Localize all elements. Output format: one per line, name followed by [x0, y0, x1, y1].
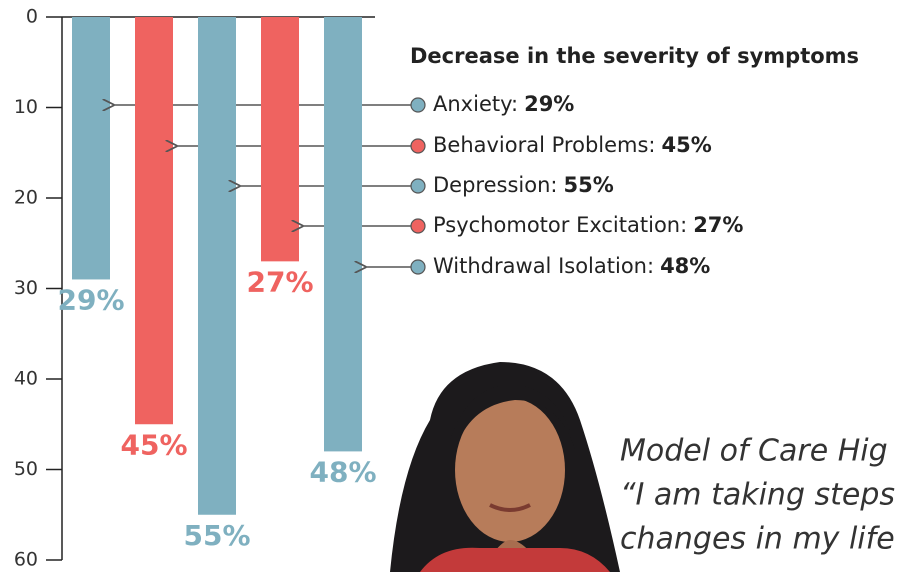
- legend-dot: [410, 97, 426, 113]
- quote-line: “I am taking steps: [620, 478, 895, 513]
- bar: [324, 17, 362, 452]
- legend-value: 45%: [662, 133, 712, 157]
- legend-value: 48%: [660, 254, 710, 278]
- legend-name: Withdrawal Isolation:: [433, 254, 654, 278]
- bar: [261, 17, 299, 262]
- y-tick-label: 10: [14, 96, 38, 118]
- legend-name: Anxiety:: [433, 92, 518, 116]
- legend-entry: Psychomotor Excitation: 27%: [433, 213, 743, 237]
- legend-entry: Depression: 55%: [433, 173, 614, 197]
- bar: [135, 17, 173, 425]
- y-tick-label: 50: [14, 458, 38, 480]
- y-tick-label: 0: [26, 6, 38, 28]
- y-tick-label: 60: [14, 549, 38, 571]
- photo: [390, 362, 620, 572]
- legend-dot: [410, 138, 426, 154]
- bar: [198, 17, 236, 515]
- legend-name: Behavioral Problems:: [433, 133, 656, 157]
- y-tick-label: 40: [14, 368, 38, 390]
- value-label: 45%: [120, 428, 187, 461]
- legend-value: 29%: [524, 92, 574, 116]
- quote-line: changes in my life: [620, 522, 895, 557]
- value-label: 29%: [57, 283, 124, 316]
- quote-line: Model of Care Hig: [620, 434, 888, 469]
- legend-name: Depression:: [433, 173, 557, 197]
- legend-dot: [410, 259, 426, 275]
- legend-entry: Anxiety: 29%: [433, 92, 574, 116]
- legend-title: Decrease in the severity of symptoms: [410, 44, 859, 68]
- legend-entry: Behavioral Problems: 45%: [433, 133, 712, 157]
- value-label: 55%: [183, 519, 250, 552]
- value-label: 27%: [246, 265, 313, 298]
- legend-entry: Withdrawal Isolation: 48%: [433, 254, 710, 278]
- legend-name: Psychomotor Excitation:: [433, 213, 687, 237]
- legend-value: 27%: [693, 213, 743, 237]
- legend-dot: [410, 218, 426, 234]
- y-tick-label: 20: [14, 187, 38, 209]
- bar: [72, 17, 110, 280]
- value-label: 48%: [309, 455, 376, 488]
- y-tick-label: 30: [14, 277, 38, 299]
- legend-value: 55%: [563, 173, 613, 197]
- legend-dot: [410, 178, 426, 194]
